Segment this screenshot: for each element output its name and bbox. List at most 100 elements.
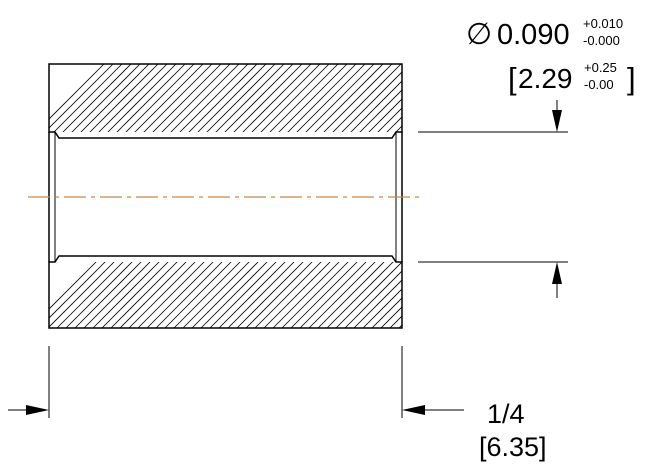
hatch-line [368, 98, 402, 132]
hatch-line [278, 64, 348, 132]
metric-open-bracket: [ [508, 61, 517, 96]
hatch-line [287, 64, 357, 132]
hatch-line [110, 262, 178, 328]
top-wall-outline [48, 63, 403, 139]
hatch-line [89, 64, 159, 132]
hatch-line [155, 262, 223, 328]
hatch-line [164, 262, 232, 328]
hatch-line [107, 64, 177, 132]
hatch-line [80, 64, 150, 132]
hatch-line [125, 64, 195, 132]
hatch-line [143, 64, 213, 132]
length-metric-value: [6.35] [479, 432, 547, 462]
hatch-line [242, 64, 312, 132]
hatch-line [380, 306, 402, 328]
hatch-line [326, 262, 394, 328]
hatch-line [233, 64, 303, 132]
hatch-line [101, 262, 169, 328]
length-dimension-text: 1/4 [6.35] [479, 399, 547, 462]
hatch-line [290, 262, 358, 328]
hatch-line [98, 64, 168, 132]
hatch-line [389, 315, 402, 328]
diameter-arrow-bottom [552, 262, 562, 284]
hatch-line [53, 64, 123, 132]
hatch-line [119, 262, 187, 328]
hatch-line [197, 64, 267, 132]
metric-diameter-value: 2.29 [518, 63, 573, 94]
hatch-line [49, 262, 106, 319]
hatch-line [371, 297, 402, 328]
hatch-line [209, 262, 277, 328]
diameter-tolerance-plus: +0.010 [583, 16, 623, 31]
hatch-line [92, 262, 160, 328]
hatch-line [408, 64, 482, 138]
diameter-value: 0.090 [497, 19, 570, 51]
hatch-line [83, 262, 151, 328]
hatch-line [137, 262, 205, 328]
hatch-line [245, 262, 313, 328]
metric-tolerance-plus: +0.25 [584, 60, 617, 75]
diameter-symbol: ∅ [466, 18, 492, 51]
hatch-line [350, 80, 402, 132]
hatch-line [317, 262, 385, 328]
hatch-line [71, 64, 141, 132]
hatch-line [182, 262, 250, 328]
hatch-line [236, 262, 304, 328]
hatch-line [341, 71, 402, 132]
hatch-line [398, 324, 402, 328]
hatch-line [224, 64, 294, 132]
hatch-line [314, 64, 384, 132]
hatch-line [408, 256, 480, 328]
top-wall-section [48, 63, 500, 139]
hatch-line [395, 125, 402, 132]
hatch-line [200, 262, 268, 328]
hatch-line [206, 64, 276, 132]
hatch-line [227, 262, 295, 328]
hatch-line [362, 288, 402, 328]
hatch-line [435, 256, 507, 328]
metric-tolerance-minus: -0.00 [584, 77, 614, 92]
hatch-line [344, 270, 402, 328]
hatch-line [353, 279, 402, 328]
hatch-line [386, 116, 402, 132]
hatch-line [305, 64, 375, 132]
hatch-line [173, 262, 241, 328]
hatch-line [417, 64, 491, 138]
hatch-line [188, 64, 258, 132]
hatch-line [65, 262, 133, 328]
diameter-tolerance-minus: -0.000 [583, 33, 620, 48]
hatch-line [49, 64, 114, 129]
hatch-line [332, 64, 402, 132]
hatch-line [74, 262, 142, 328]
hatch-line [62, 64, 132, 132]
diameter-dimension-text: ∅ 0.090 +0.010 -0.000 [ 2.29 +0.25 -0.00… [466, 16, 636, 96]
hatch-line [399, 64, 473, 138]
bottom-wall-hatch [49, 256, 507, 328]
hatch-line [269, 64, 339, 132]
hatch-line [56, 262, 124, 328]
hatch-line [426, 64, 500, 138]
hatch-line [377, 107, 402, 132]
hatch-line [218, 262, 286, 328]
hatch-line [296, 64, 366, 132]
hatch-line [308, 262, 376, 328]
hatch-line [161, 64, 231, 132]
hatch-line [128, 262, 196, 328]
hatch-line [251, 64, 321, 132]
hatch-line [215, 64, 285, 132]
hatch-line [170, 64, 240, 132]
length-arrow-left [26, 405, 49, 415]
hatch-line [152, 64, 222, 132]
hatch-line [335, 262, 402, 328]
length-arrow-right [402, 405, 425, 415]
hatch-line [191, 262, 259, 328]
hatch-line [323, 64, 393, 132]
bottom-wall-section [48, 255, 507, 329]
hatch-line [134, 64, 204, 132]
hatch-line [426, 256, 498, 328]
hatch-line [254, 262, 322, 328]
hatch-line [49, 262, 115, 328]
hatch-line [179, 64, 249, 132]
bottom-wall-outline [48, 255, 403, 329]
